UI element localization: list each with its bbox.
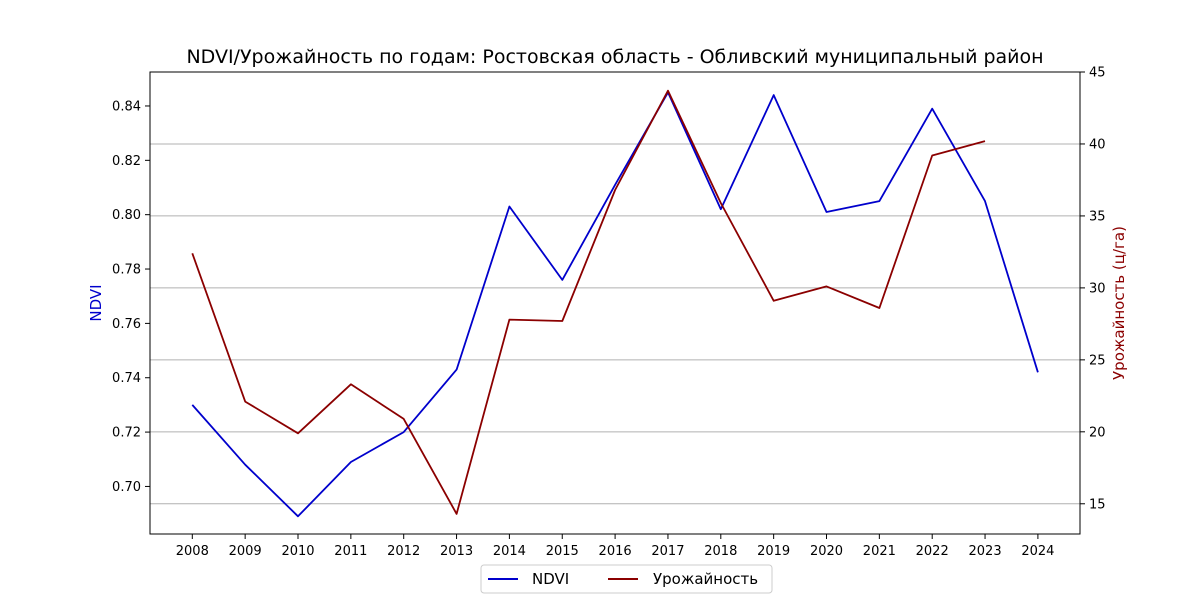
series-layer — [191, 89, 1039, 518]
x-tick-label: 2023 — [969, 544, 1002, 559]
x-tick-label: 2009 — [229, 544, 262, 559]
y-right-tick-label: 45 — [1089, 66, 1106, 81]
y-axis-right-label: Урожайность (ц/га) — [1110, 226, 1128, 380]
y-axis-right: 15 20 25 30 35 40 45 — [1080, 66, 1106, 512]
y-left-tick-label: 0.84 — [112, 99, 141, 114]
series-line-yield — [191, 89, 986, 515]
legend-label-yield: Урожайность — [653, 570, 758, 588]
y-left-tick-label: 0.74 — [112, 371, 141, 386]
x-tick-label: 2014 — [493, 544, 526, 559]
x-tick-label: 2008 — [176, 544, 209, 559]
x-tick-label: 2019 — [757, 544, 790, 559]
y-left-tick-label: 0.80 — [112, 208, 141, 223]
x-tick-label: 2012 — [387, 544, 420, 559]
x-axis: 2008 2009 2010 2011 2012 2013 2014 2015 2016 2017… — [176, 534, 1054, 559]
y-left-tick-label: 0.78 — [112, 263, 141, 278]
y-right-tick-label: 30 — [1089, 281, 1106, 296]
y-axis-left-label: NDVI — [87, 284, 105, 321]
x-tick-label: 2020 — [810, 544, 843, 559]
y-axis-left: 0.70 0.72 0.74 0.76 0.78 0.80 0.82 0.84 — [112, 99, 150, 495]
x-tick-label: 2022 — [916, 544, 949, 559]
y-left-tick-label: 0.76 — [112, 317, 141, 332]
y-right-tick-label: 35 — [1089, 209, 1106, 224]
y-left-tick-label: 0.72 — [112, 426, 141, 441]
y-right-tick-label: 15 — [1089, 497, 1106, 512]
y-left-tick-label: 0.70 — [112, 480, 141, 495]
x-tick-label: 2017 — [651, 544, 684, 559]
x-tick-label: 2013 — [440, 544, 473, 559]
plot-frame — [149, 71, 1081, 535]
x-tick-label: 2018 — [704, 544, 737, 559]
y-right-tick-label: 40 — [1089, 137, 1106, 152]
x-tick-label: 2016 — [599, 544, 632, 559]
x-tick-label: 2021 — [863, 544, 896, 559]
legend-label-ndvi: NDVI — [532, 570, 569, 588]
y-right-tick-label: 25 — [1089, 353, 1106, 368]
x-tick-label: 2011 — [334, 544, 367, 559]
grid — [150, 143, 1080, 505]
series-line-ndvi — [191, 91, 1039, 518]
x-tick-label: 2015 — [546, 544, 579, 559]
x-tick-label: 2010 — [281, 544, 314, 559]
x-tick-label: 2024 — [1021, 544, 1054, 559]
legend: NDVI Урожайность — [480, 564, 773, 594]
chart-title: NDVI/Урожайность по годам: Ростовская об… — [186, 46, 1043, 68]
y-right-tick-label: 20 — [1089, 425, 1106, 440]
y-left-tick-label: 0.82 — [112, 154, 141, 169]
